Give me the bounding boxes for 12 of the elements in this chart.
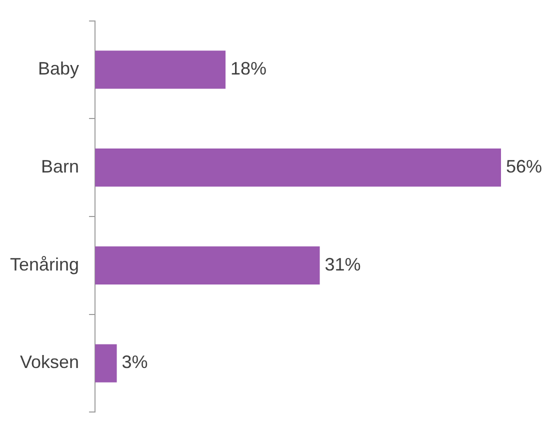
data-label: 18% xyxy=(230,58,267,79)
bar xyxy=(95,148,501,187)
bar xyxy=(95,344,117,382)
y-tick-label: Barn xyxy=(41,156,80,177)
y-tick-label: Tenåring xyxy=(10,254,80,274)
y-tick-label: Baby xyxy=(38,58,80,79)
bar xyxy=(95,50,226,89)
y-tick-label: Voksen xyxy=(20,352,80,372)
data-label: 31% xyxy=(324,254,361,274)
data-label: 3% xyxy=(122,352,148,372)
bar xyxy=(95,246,320,285)
data-label: 56% xyxy=(506,156,542,177)
